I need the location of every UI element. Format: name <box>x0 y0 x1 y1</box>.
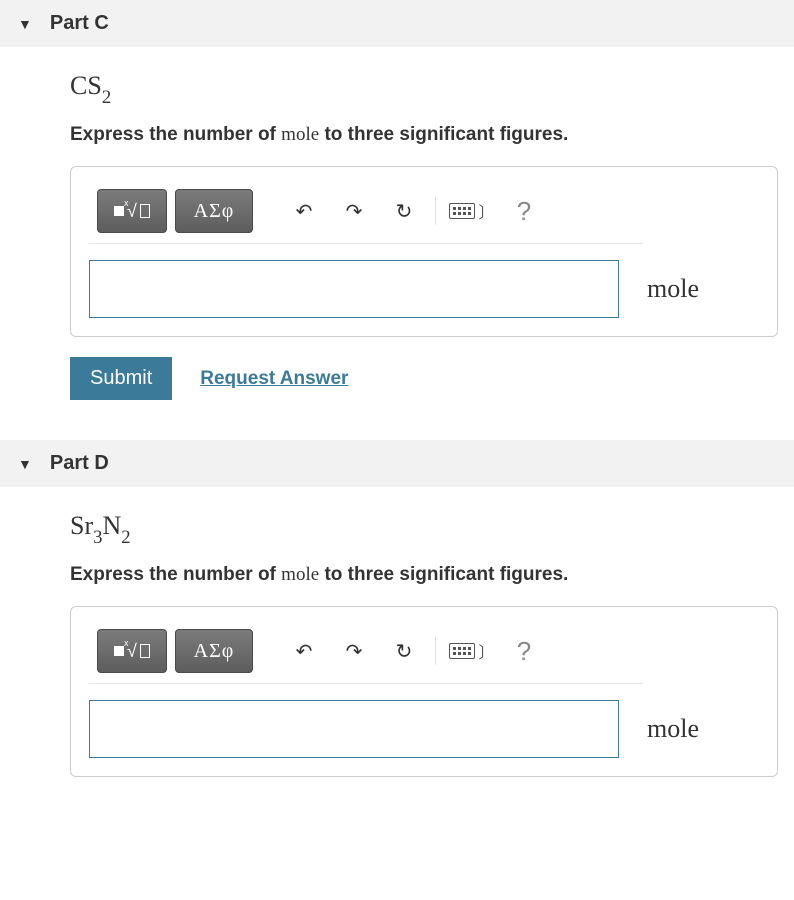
instruction-prefix: Express the number of <box>70 124 281 145</box>
undo-button[interactable]: ↶ <box>283 629 325 673</box>
redo-icon: ↷ <box>346 199 363 224</box>
redo-button[interactable]: ↷ <box>333 629 375 673</box>
chevron-down-icon: ▼ <box>18 16 32 32</box>
instruction-text: Express the number of mole to three sign… <box>70 564 794 586</box>
redo-icon: ↷ <box>346 639 363 664</box>
keyboard-button[interactable]: 〕 <box>446 629 498 673</box>
input-row: mole <box>89 700 759 758</box>
undo-icon: ↶ <box>296 199 313 224</box>
templates-icon: √x <box>114 642 150 660</box>
part-header[interactable]: ▼ Part D <box>0 440 794 487</box>
templates-button[interactable]: √x <box>97 629 167 673</box>
part-c-section: ▼ Part C CS2 Express the number of mole … <box>0 0 794 400</box>
chemical-formula: Sr3N2 <box>70 511 794 546</box>
undo-icon: ↶ <box>296 639 313 664</box>
keyboard-icon: 〕 <box>449 639 494 663</box>
unit-label: mole <box>647 714 699 744</box>
part-header[interactable]: ▼ Part C <box>0 0 794 47</box>
help-button[interactable]: ? <box>506 189 542 233</box>
equation-toolbar: √x ΑΣφ ↶ ↷ ↻ <box>89 183 643 244</box>
reset-icon: ↻ <box>396 199 413 224</box>
answer-box: √x ΑΣφ ↶ ↷ ↻ <box>70 166 778 337</box>
answer-input[interactable] <box>89 260 619 318</box>
toolbar-separator <box>435 637 436 665</box>
request-answer-link[interactable]: Request Answer <box>200 368 348 390</box>
instruction-mole: mole <box>281 564 319 585</box>
templates-button[interactable]: √x <box>97 189 167 233</box>
actions-row: Submit Request Answer <box>70 357 794 400</box>
keyboard-icon: 〕 <box>449 199 494 223</box>
help-icon: ? <box>517 636 531 667</box>
submit-button[interactable]: Submit <box>70 357 172 400</box>
reset-button[interactable]: ↻ <box>383 189 425 233</box>
help-icon: ? <box>517 196 531 227</box>
part-title: Part D <box>50 452 109 475</box>
reset-button[interactable]: ↻ <box>383 629 425 673</box>
keyboard-button[interactable]: 〕 <box>446 189 498 233</box>
greek-button[interactable]: ΑΣφ <box>175 629 253 673</box>
answer-input[interactable] <box>89 700 619 758</box>
chevron-down-icon: ▼ <box>18 456 32 472</box>
instruction-text: Express the number of mole to three sign… <box>70 124 794 146</box>
instruction-suffix: to three significant figures. <box>319 124 568 145</box>
templates-icon: √x <box>114 202 150 220</box>
undo-button[interactable]: ↶ <box>283 189 325 233</box>
part-title: Part C <box>50 12 109 35</box>
greek-button[interactable]: ΑΣφ <box>175 189 253 233</box>
input-row: mole <box>89 260 759 318</box>
redo-button[interactable]: ↷ <box>333 189 375 233</box>
equation-toolbar: √x ΑΣφ ↶ ↷ ↻ <box>89 623 643 684</box>
reset-icon: ↻ <box>396 639 413 664</box>
part-body: CS2 Express the number of mole to three … <box>0 47 794 400</box>
chemical-formula: CS2 <box>70 71 794 106</box>
toolbar-separator <box>435 197 436 225</box>
instruction-suffix: to three significant figures. <box>319 564 568 585</box>
greek-label: ΑΣφ <box>194 640 235 663</box>
part-d-section: ▼ Part D Sr3N2 Express the number of mol… <box>0 440 794 777</box>
instruction-prefix: Express the number of <box>70 564 281 585</box>
instruction-mole: mole <box>281 124 319 145</box>
answer-box: √x ΑΣφ ↶ ↷ ↻ <box>70 606 778 777</box>
unit-label: mole <box>647 274 699 304</box>
greek-label: ΑΣφ <box>194 200 235 223</box>
help-button[interactable]: ? <box>506 629 542 673</box>
part-body: Sr3N2 Express the number of mole to thre… <box>0 487 794 777</box>
